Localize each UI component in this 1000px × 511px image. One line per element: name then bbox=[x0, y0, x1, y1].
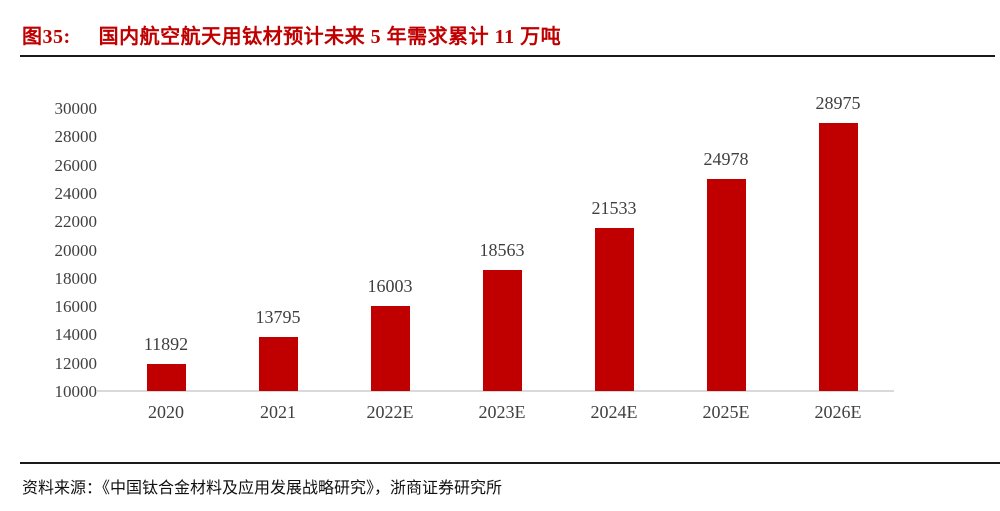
y-tick-label: 12000 bbox=[54, 353, 98, 373]
bar-value-label: 11892 bbox=[143, 334, 189, 355]
bar-2022E bbox=[370, 306, 410, 391]
bar-value-label: 16003 bbox=[367, 276, 413, 297]
x-axis-line bbox=[96, 390, 894, 392]
source-text: 《中国钛合金材料及应用发展战略研究》，浙商证券研究所 bbox=[102, 480, 503, 497]
bar-2025E bbox=[706, 179, 746, 391]
bar-2024E bbox=[594, 227, 634, 391]
y-tick-label: 26000 bbox=[54, 155, 98, 175]
x-tick-label: 2023E bbox=[478, 402, 526, 422]
y-tick-label: 20000 bbox=[54, 240, 98, 260]
y-tick-label: 14000 bbox=[54, 325, 98, 345]
figure-number: 图35: bbox=[22, 26, 71, 48]
source-note: 资料来源：《中国钛合金材料及应用发展战略研究》，浙商证券研究所 bbox=[22, 474, 502, 498]
y-tick-label: 10000 bbox=[54, 382, 98, 401]
bar-2020 bbox=[146, 364, 186, 391]
bar-value-label: 24978 bbox=[703, 149, 749, 170]
x-tick-label: 2020 bbox=[148, 402, 184, 422]
figure-title: 图35: 国内航空航天用钛材预计未来 5 年需求累计 11 万吨 bbox=[22, 20, 561, 49]
y-tick-label: 28000 bbox=[54, 127, 98, 147]
bar-value-label: 18563 bbox=[479, 239, 525, 260]
x-tick-label: 2024E bbox=[590, 402, 638, 422]
bar-value-label: 28975 bbox=[815, 92, 861, 113]
y-tick-label: 18000 bbox=[54, 268, 98, 288]
bar-value-label: 21533 bbox=[591, 197, 637, 218]
source-label: 资料来源： bbox=[22, 480, 103, 497]
y-tick-label: 30000 bbox=[54, 99, 98, 118]
x-tick-label: 2022E bbox=[366, 402, 414, 422]
x-tick-label: 2025E bbox=[702, 402, 750, 422]
bar-chart: 10000 12000 14000 16000 18000 20000 22000 24000… bbox=[54, 92, 894, 422]
y-tick-label: 24000 bbox=[54, 183, 98, 203]
y-tick-label: 22000 bbox=[54, 212, 98, 232]
x-tick-label: 2021 bbox=[260, 402, 296, 422]
x-tick-label: 2026E bbox=[814, 402, 862, 422]
bar-2023E bbox=[482, 269, 522, 391]
figure-title-text: 国内航空航天用钛材预计未来 5 年需求累计 11 万吨 bbox=[98, 26, 562, 48]
bar-value-label: 13795 bbox=[255, 307, 301, 328]
y-tick-label: 16000 bbox=[54, 297, 98, 317]
bar-2021 bbox=[258, 337, 298, 391]
title-divider bbox=[20, 55, 995, 57]
bar-2026E bbox=[818, 122, 858, 391]
source-divider bbox=[20, 462, 1000, 464]
